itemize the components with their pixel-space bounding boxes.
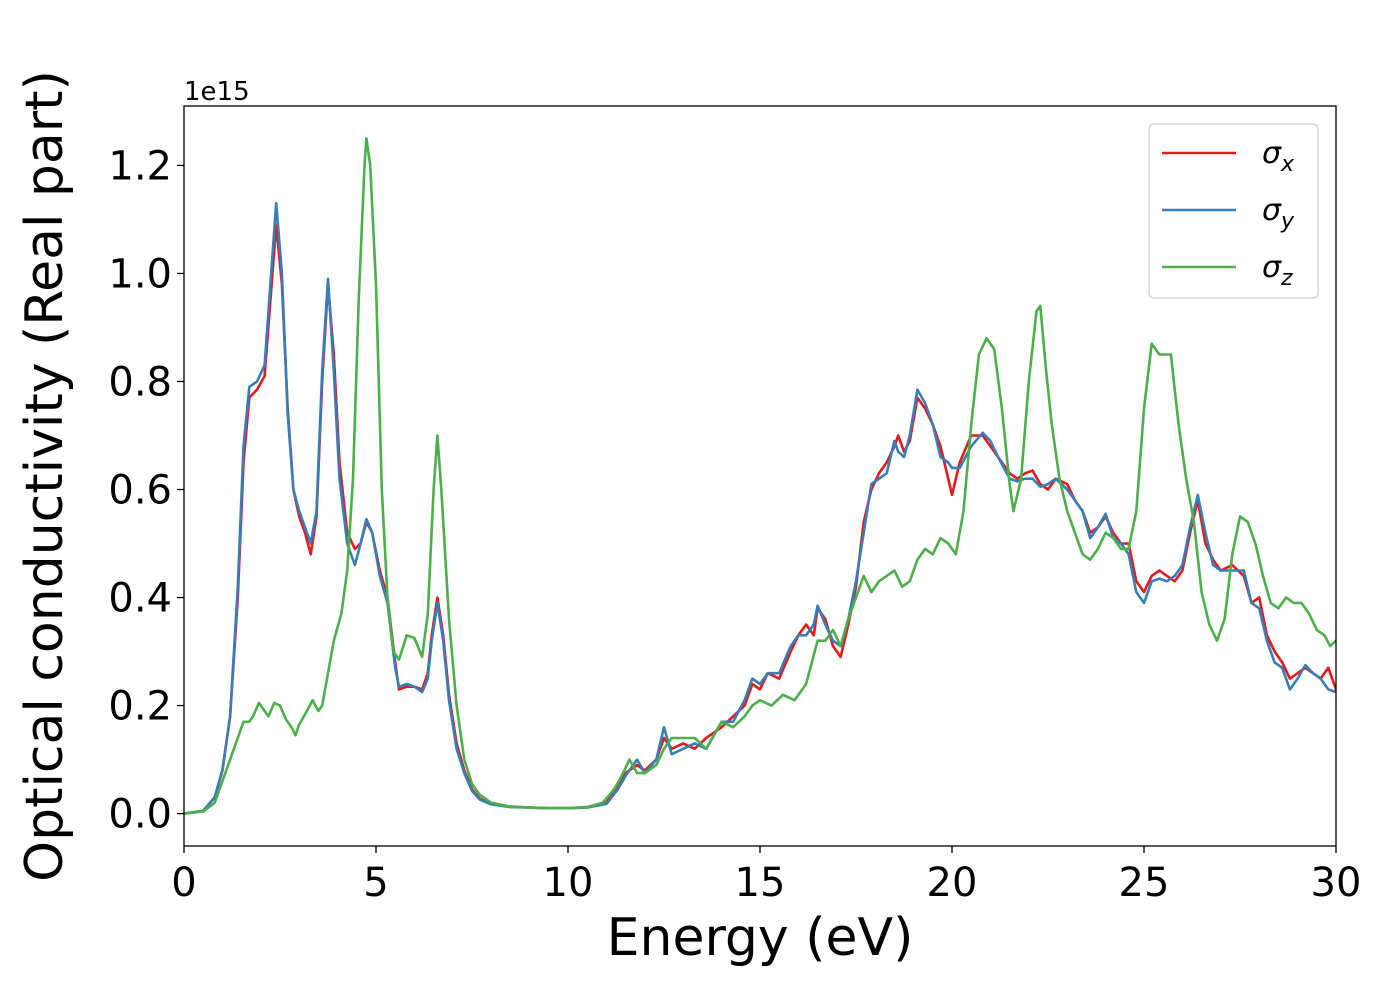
y-tick-label: 0.0	[108, 792, 172, 838]
legend-label-y: σy	[1262, 193, 1295, 234]
x-tick-label: 10	[543, 860, 594, 906]
x-tick-label: 0	[171, 860, 196, 906]
legend: σx σy σz	[1148, 123, 1319, 299]
y-tick-label: 1.2	[108, 143, 172, 189]
series-line-x	[184, 223, 1336, 815]
y-offset-label: 1e15	[184, 77, 250, 107]
x-axis-ticks: 0 5 10 15 20 25 30	[171, 846, 1361, 906]
y-tick-label: 0.8	[108, 359, 172, 405]
series-line-y	[184, 201, 1336, 815]
x-tick-label: 5	[363, 860, 388, 906]
y-tick-label: 0.2	[108, 684, 172, 730]
x-tick-label: 20	[927, 860, 978, 906]
legend-label-z: σz	[1262, 250, 1293, 291]
y-tick-label: 1.0	[108, 251, 172, 297]
x-axis-label: Energy (eV)	[607, 908, 914, 968]
plot-lines	[184, 137, 1336, 815]
y-tick-label: 0.6	[108, 468, 172, 514]
x-tick-label: 15	[735, 860, 786, 906]
x-tick-label: 30	[1311, 860, 1362, 906]
series-line-z	[184, 137, 1336, 815]
y-axis-ticks: 0.0 0.2 0.4 0.6 0.8 1.0 1.2	[108, 143, 184, 838]
x-tick-label: 25	[1119, 860, 1170, 906]
legend-label-x: σx	[1262, 136, 1295, 177]
y-tick-label: 0.4	[108, 576, 172, 622]
y-axis-label: Optical conductivity (Real part)	[15, 70, 75, 882]
